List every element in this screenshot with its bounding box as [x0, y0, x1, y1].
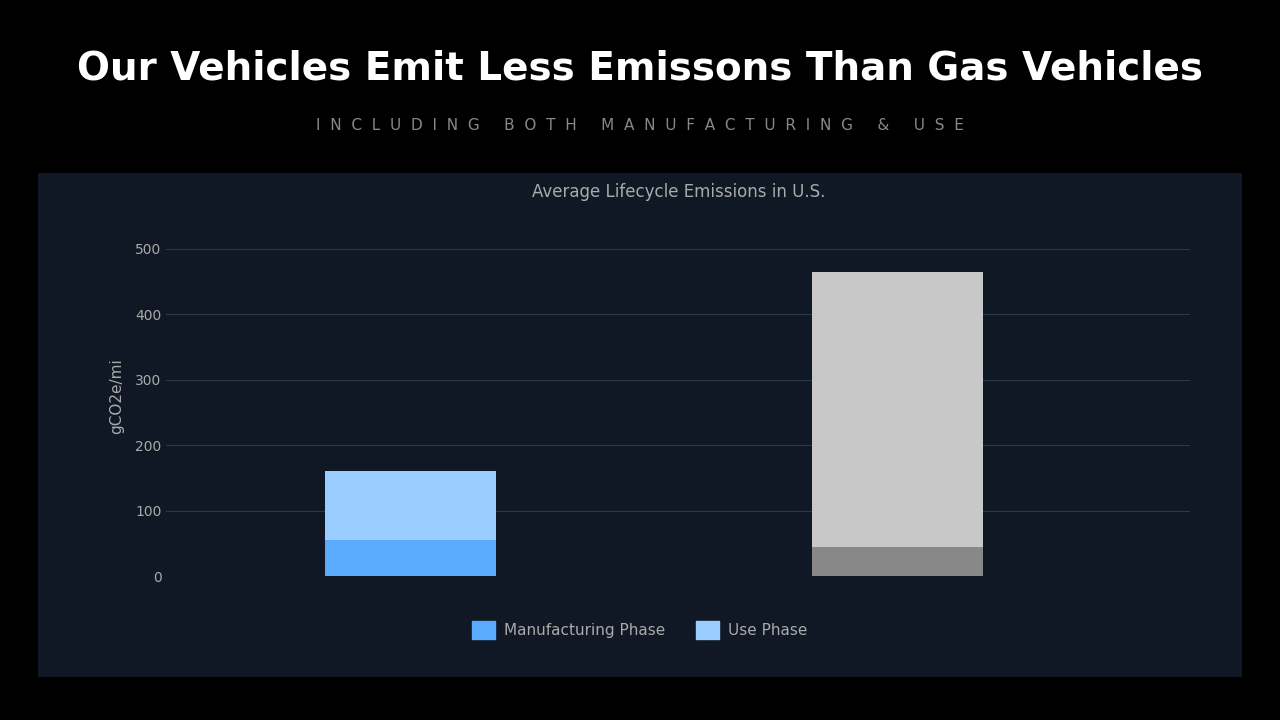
Text: I  N  C  L  U  D  I  N  G     B  O  T  H     M  A  N  U  F  A  C  T  U  R  I  N : I N C L U D I N G B O T H M A N U F A C … — [316, 119, 964, 133]
Bar — [325, 540, 495, 576]
Text: Our Vehicles Emit Less Emissons Than Gas Vehicles: Our Vehicles Emit Less Emissons Than Gas… — [77, 50, 1203, 87]
Y-axis label: gCO2e/mi: gCO2e/mi — [109, 358, 124, 434]
Bar — [813, 546, 983, 576]
Bar — [325, 472, 495, 540]
Bar — [813, 271, 983, 546]
Title: Average Lifecycle Emissions in U.S.: Average Lifecycle Emissions in U.S. — [531, 183, 826, 201]
Legend: Manufacturing Phase, Use Phase: Manufacturing Phase, Use Phase — [472, 621, 808, 639]
